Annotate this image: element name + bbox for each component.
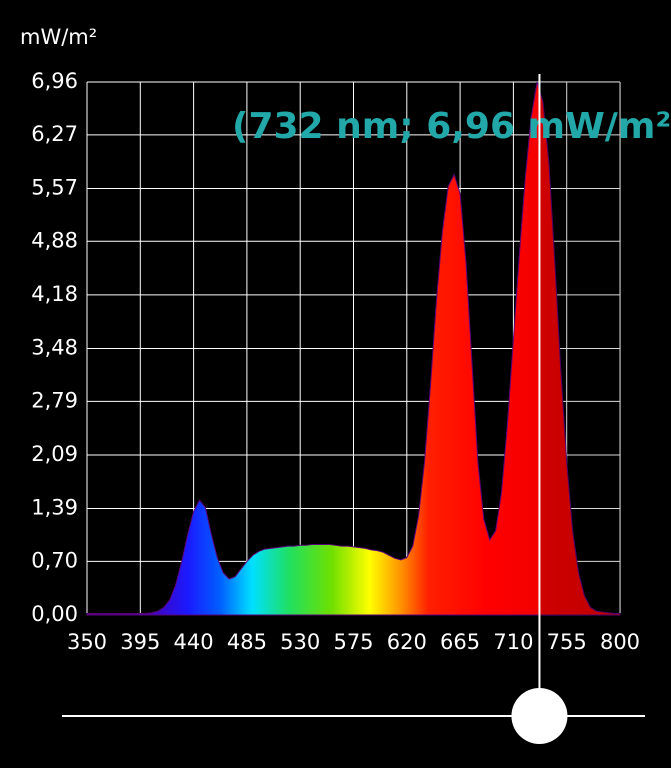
cursor-shade: [539, 82, 620, 615]
y-tick-label: 6,96: [31, 69, 78, 93]
y-tick-label: 2,09: [31, 442, 78, 466]
y-tick-label: 1,39: [31, 496, 78, 520]
x-tick-label: 485: [227, 630, 267, 654]
x-tick-label: 395: [120, 630, 160, 654]
y-tick-label: 2,79: [31, 388, 78, 412]
x-tick-label: 530: [280, 630, 320, 654]
x-tick-label: 800: [600, 630, 640, 654]
x-tick-label: 665: [440, 630, 480, 654]
y-tick-label: 3,48: [31, 336, 78, 360]
y-tick-label: 5,57: [31, 175, 78, 199]
x-tick-label: 755: [547, 630, 587, 654]
x-tick-label: 350: [67, 630, 107, 654]
y-tick-label: 4,88: [31, 228, 78, 252]
cursor-annotation: (732 nm; 6,96 mW/m²): [232, 106, 671, 147]
x-tick-label: 710: [493, 630, 533, 654]
y-axis-unit: mW/m²: [20, 25, 97, 49]
y-tick-label: 4,18: [31, 282, 78, 306]
x-tick-label: 575: [333, 630, 373, 654]
x-tick-label: 620: [387, 630, 427, 654]
x-tick-label: 440: [174, 630, 214, 654]
slider-knob[interactable]: [511, 688, 568, 744]
y-tick-label: 0,00: [31, 602, 78, 626]
y-tick-label: 0,70: [31, 548, 78, 572]
y-tick-label: 6,27: [31, 122, 78, 146]
